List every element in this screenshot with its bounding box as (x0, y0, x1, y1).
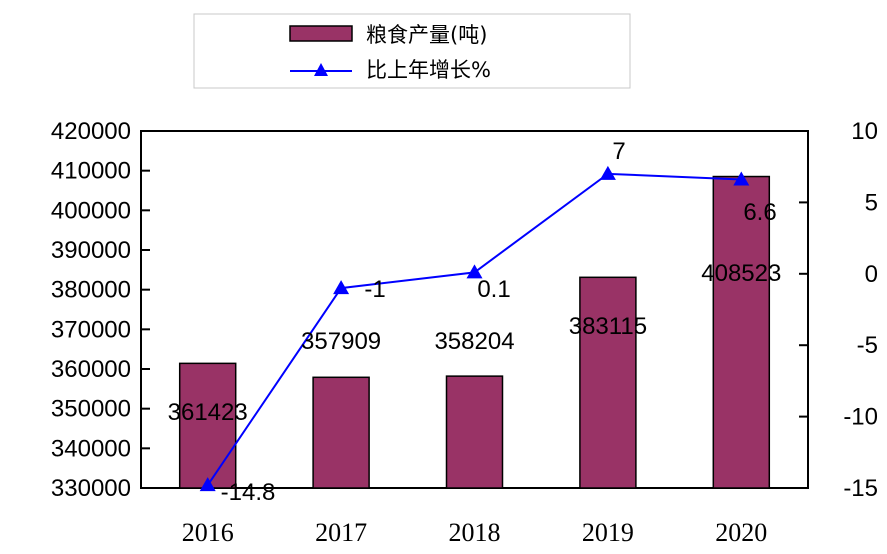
left-tick-label: 370000 (51, 316, 131, 343)
left-tick-label: 420000 (51, 118, 131, 145)
legend-box (193, 13, 631, 89)
x-tick-label: 2020 (715, 518, 767, 547)
bar-value-label: 383115 (569, 313, 647, 340)
left-tick-label: 400000 (51, 197, 131, 224)
left-tick-label: 390000 (51, 237, 131, 264)
legend-label-line: 比上年增长% (366, 58, 491, 82)
right-tick-label: 0 (865, 261, 878, 288)
legend-swatch-bar (289, 25, 353, 42)
right-tick-label: -10 (843, 404, 878, 431)
right-axis-ticks: -15 -10 -5 0 5 10 (799, 118, 878, 502)
bar-2019 (579, 276, 637, 489)
line-marker-2017 (333, 280, 350, 295)
legend: 粮食产量(吨) 比上年增长% (193, 13, 631, 89)
left-axis-ticks: 330000 340000 350000 360000 370000 380000 3900… (51, 118, 150, 502)
bar-value-label: 361423 (168, 399, 248, 426)
legend-marker-triangle (314, 63, 328, 76)
x-tick-label: 2017 (315, 518, 367, 547)
bars (178, 175, 771, 489)
bar-value-label: 357909 (301, 328, 381, 355)
bar-2018 (445, 375, 504, 489)
bar-value-label: 408523 (701, 260, 781, 287)
line-marker-2019 (599, 165, 616, 180)
left-tick-label: 330000 (51, 475, 131, 502)
bar-value-labels: 361423 357909 358204 383115 408523 (168, 260, 782, 426)
line-marker-2016 (199, 477, 216, 492)
growth-line-series (199, 165, 750, 492)
x-tick-label: 2016 (182, 518, 234, 547)
line-marker-2018 (466, 264, 483, 279)
left-tick-label: 340000 (51, 435, 131, 462)
right-tick-label: -5 (857, 332, 878, 359)
right-tick-label: -15 (843, 475, 878, 502)
line-value-label: -1 (364, 276, 385, 303)
bar-2016 (178, 362, 237, 489)
line-value-label: 0.1 (477, 276, 510, 303)
line-value-label: 7 (612, 138, 625, 165)
left-tick-label: 350000 (51, 396, 131, 423)
right-tick-label: 10 (851, 118, 878, 145)
x-tick-label: 2018 (449, 518, 501, 547)
legend-label-bar: 粮食产量(吨) (366, 23, 487, 47)
left-tick-label: 380000 (51, 277, 131, 304)
line-marker-2020 (733, 171, 750, 186)
left-tick-label: 410000 (51, 158, 131, 185)
line-value-label: 6.6 (743, 199, 776, 226)
bar-value-label: 358204 (434, 328, 514, 355)
left-tick-label: 360000 (51, 356, 131, 383)
x-axis-labels: 2016 2017 2018 2019 2020 (182, 518, 768, 547)
bar-2017 (312, 376, 370, 489)
right-tick-label: 5 (865, 189, 878, 216)
line-value-labels: -14.8 -1 0.1 7 6.6 (221, 138, 777, 506)
x-tick-label: 2019 (582, 518, 634, 547)
line-value-label: -14.8 (221, 479, 276, 506)
